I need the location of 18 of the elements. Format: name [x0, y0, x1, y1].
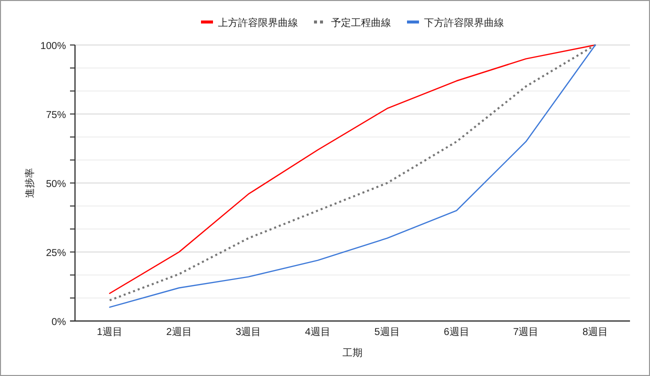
x-axis-title: 工期	[342, 347, 362, 359]
y-tick-label: 25%	[46, 248, 66, 259]
legend-label: 下方許容限界曲線	[424, 17, 504, 29]
y-tick-label: 0%	[52, 317, 66, 328]
x-tick-label: 5週目	[374, 327, 400, 338]
y-axis-title: 進捗率	[24, 168, 36, 198]
x-tick-label: 6週目	[444, 327, 470, 338]
legend-label: 上方許容限界曲線	[218, 17, 298, 29]
x-tick-label: 1週目	[96, 327, 122, 338]
x-tick-label: 4週目	[305, 327, 331, 338]
y-tick-label: 100%	[40, 41, 66, 52]
y-tick-label: 50%	[46, 179, 66, 190]
x-tick-label: 8週目	[582, 327, 608, 338]
x-tick-label: 3週目	[236, 327, 262, 338]
legend-label: 予定工程曲線	[331, 17, 391, 29]
x-tick-label: 7週目	[513, 327, 539, 338]
y-tick-label: 75%	[46, 110, 66, 121]
x-tick-label: 2週目	[166, 327, 192, 338]
